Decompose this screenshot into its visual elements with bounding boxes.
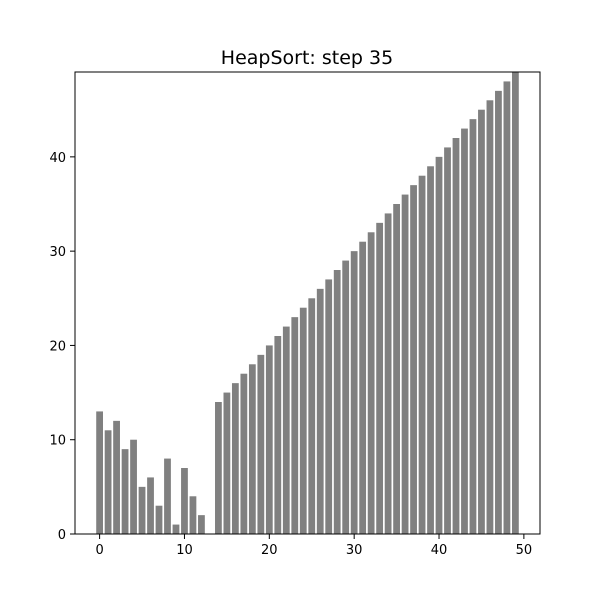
bar-17 <box>240 373 248 534</box>
bar-12 <box>198 515 205 534</box>
bar-30 <box>350 251 358 534</box>
y-tick-label-0: 0 <box>58 528 66 543</box>
x-tick-label-40: 40 <box>431 543 448 558</box>
bar-27 <box>325 279 333 534</box>
x-tick-label-20: 20 <box>261 543 278 558</box>
bar-37 <box>410 185 417 534</box>
bar-9 <box>172 524 180 534</box>
bar-8 <box>164 458 171 534</box>
bar-7 <box>155 505 163 534</box>
bar-40 <box>435 156 443 534</box>
bar-36 <box>401 194 409 535</box>
x-tick-label-30: 30 <box>346 543 363 558</box>
bar-22 <box>282 326 290 534</box>
bar-15 <box>223 392 231 534</box>
bar-3 <box>121 449 129 534</box>
bar-34 <box>384 213 392 534</box>
bar-43 <box>461 128 468 535</box>
bar-39 <box>427 166 434 535</box>
bar-32 <box>367 232 375 535</box>
bar-11 <box>189 496 197 534</box>
axes-group: 0 10 20 30 40 50 0 10 20 30 40 <box>49 151 532 558</box>
bar-44 <box>469 119 477 535</box>
bar-25 <box>308 298 316 534</box>
bars-group <box>96 72 519 535</box>
x-tick-label-0: 0 <box>95 543 103 558</box>
bar-38 <box>418 175 426 534</box>
bar-48 <box>503 81 511 534</box>
y-tick-label-10: 10 <box>49 434 66 449</box>
bar-35 <box>393 204 400 534</box>
bar-21 <box>274 336 282 534</box>
bar-49 <box>511 72 519 534</box>
y-tick-label-20: 20 <box>49 339 66 354</box>
bar-31 <box>359 241 367 534</box>
x-tick-label-10: 10 <box>176 543 193 558</box>
bar-47 <box>495 90 502 534</box>
bar-24 <box>299 307 307 534</box>
bar-33 <box>376 222 384 534</box>
bar-18 <box>248 364 256 534</box>
bar-46 <box>486 100 494 535</box>
bar-14 <box>215 402 222 534</box>
bar-0 <box>96 411 104 534</box>
bar-1 <box>104 430 112 534</box>
bar-45 <box>478 109 485 534</box>
bar-23 <box>291 317 299 534</box>
bar-29 <box>342 260 350 534</box>
bar-19 <box>257 354 265 534</box>
bar-16 <box>231 383 239 534</box>
plot-frame <box>74 71 541 535</box>
bar-2 <box>113 420 120 534</box>
bar-41 <box>444 147 451 534</box>
bar-4 <box>130 439 137 534</box>
bar-10 <box>181 468 188 534</box>
bar-20 <box>265 345 273 534</box>
chart-title: HeapSort: step 35 <box>221 47 393 69</box>
y-tick-label-40: 40 <box>49 151 66 166</box>
bar-28 <box>333 270 341 534</box>
bar-6 <box>147 477 154 534</box>
y-tick-label-30: 30 <box>49 245 66 260</box>
bar-42 <box>452 138 460 534</box>
x-tick-label-50: 50 <box>516 543 533 558</box>
bar-5 <box>138 486 146 534</box>
bar-26 <box>316 288 324 534</box>
